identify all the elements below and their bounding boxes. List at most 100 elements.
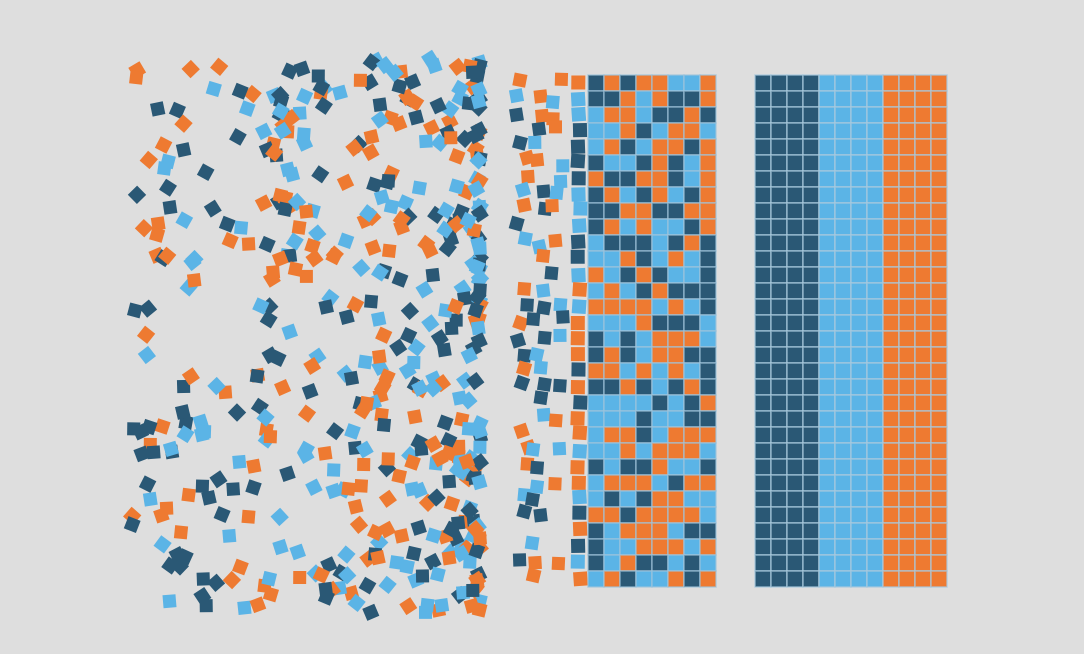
sorted-cell — [818, 314, 836, 332]
sorted-cell — [802, 410, 820, 428]
scattered-square — [325, 245, 344, 264]
scattered-square — [305, 478, 323, 497]
sorted-cell — [818, 266, 836, 284]
sorted-cell — [914, 474, 932, 492]
sorted-cell — [930, 234, 948, 252]
scattered-square — [336, 173, 355, 191]
sorted-cell — [770, 458, 788, 476]
grid-cell — [651, 570, 669, 588]
drifting-square — [554, 72, 569, 86]
sorted-cell — [898, 330, 916, 348]
scattered-square — [436, 414, 454, 432]
scattered-square — [197, 424, 212, 439]
sorted-cell — [882, 362, 900, 380]
drifting-square — [517, 348, 532, 363]
scattered-square — [352, 258, 371, 278]
sorted-cell — [802, 506, 820, 524]
sorted-cell — [898, 490, 916, 508]
drifting-square — [516, 503, 533, 520]
scattered-square — [183, 252, 202, 272]
scattered-square — [133, 445, 151, 463]
grid-cell — [683, 90, 701, 108]
scattered-square — [411, 180, 427, 196]
grid-cell — [603, 314, 621, 332]
sorted-cell — [786, 266, 804, 284]
grid-cell — [699, 250, 717, 268]
grid-cell — [683, 570, 701, 588]
scattered-square — [419, 134, 433, 149]
scattered-square — [420, 597, 435, 613]
sorted-cell — [914, 538, 932, 556]
sorted-cell — [930, 266, 948, 284]
scattered-square — [472, 531, 488, 546]
scattered-square — [391, 468, 407, 484]
sorted-cell — [754, 122, 772, 140]
scattered-square — [470, 453, 490, 472]
grid-cell — [603, 170, 621, 188]
grid-cell — [619, 474, 637, 492]
sorted-cell — [866, 410, 884, 428]
grid-cell — [699, 202, 717, 220]
sorted-cell — [866, 362, 884, 380]
sorted-cell — [834, 154, 852, 172]
grid-cell — [667, 362, 685, 380]
drifting-square — [512, 553, 527, 567]
scattered-square — [181, 59, 200, 79]
grid-cell — [667, 298, 685, 316]
sorted-cell — [914, 298, 932, 316]
sorted-cell — [818, 106, 836, 124]
grid-cell — [651, 202, 669, 220]
grid-cell — [587, 138, 605, 156]
scattered-square — [259, 310, 278, 329]
grid-cell — [651, 330, 669, 348]
sorted-cell — [786, 442, 804, 460]
grid-cell — [683, 410, 701, 428]
sorted-cell — [930, 90, 948, 108]
scattered-square — [357, 354, 373, 370]
scattered-squares — [123, 49, 490, 621]
sorted-cell — [834, 394, 852, 412]
aligning-square — [572, 489, 587, 505]
grid-cell — [699, 138, 717, 156]
grid-cell — [603, 538, 621, 556]
sorted-cell — [914, 282, 932, 300]
sorted-cell — [786, 362, 804, 380]
drifting-square — [535, 283, 551, 298]
sorted-cell — [802, 298, 820, 316]
grid-cell — [699, 330, 717, 348]
sorted-cell — [898, 170, 916, 188]
sorted-cell — [770, 570, 788, 588]
scattered-square — [443, 495, 461, 513]
sorted-cell — [754, 570, 772, 588]
scattered-square — [466, 583, 480, 597]
grid-cell — [667, 490, 685, 508]
scattered-square — [293, 60, 311, 78]
sorted-cell — [898, 154, 916, 172]
sorted-cell — [834, 74, 852, 92]
grid-cell — [587, 74, 605, 92]
sorted-cell — [818, 138, 836, 156]
grid-cell — [587, 298, 605, 316]
sorted-cell — [754, 106, 772, 124]
grid-cell — [635, 202, 653, 220]
scattered-square — [460, 346, 479, 365]
sorted-cell — [754, 554, 772, 572]
sorted-cell — [930, 330, 948, 348]
sorted-cell — [914, 410, 932, 428]
scattered-square — [424, 379, 443, 398]
sorted-cell — [882, 202, 900, 220]
grid-cell — [651, 410, 669, 428]
scattered-square — [425, 527, 442, 544]
sorted-cell — [818, 554, 836, 572]
drifting-square — [553, 328, 567, 342]
grid-cell — [651, 250, 669, 268]
sorted-cell — [930, 538, 948, 556]
sorted-cell — [914, 426, 932, 444]
drifting-square — [552, 441, 567, 456]
sorted-cell — [930, 506, 948, 524]
scattered-square — [299, 269, 313, 283]
scattered-square — [378, 489, 397, 508]
grid-cell — [635, 378, 653, 396]
sorted-cell — [866, 458, 884, 476]
scattered-square — [123, 516, 141, 534]
